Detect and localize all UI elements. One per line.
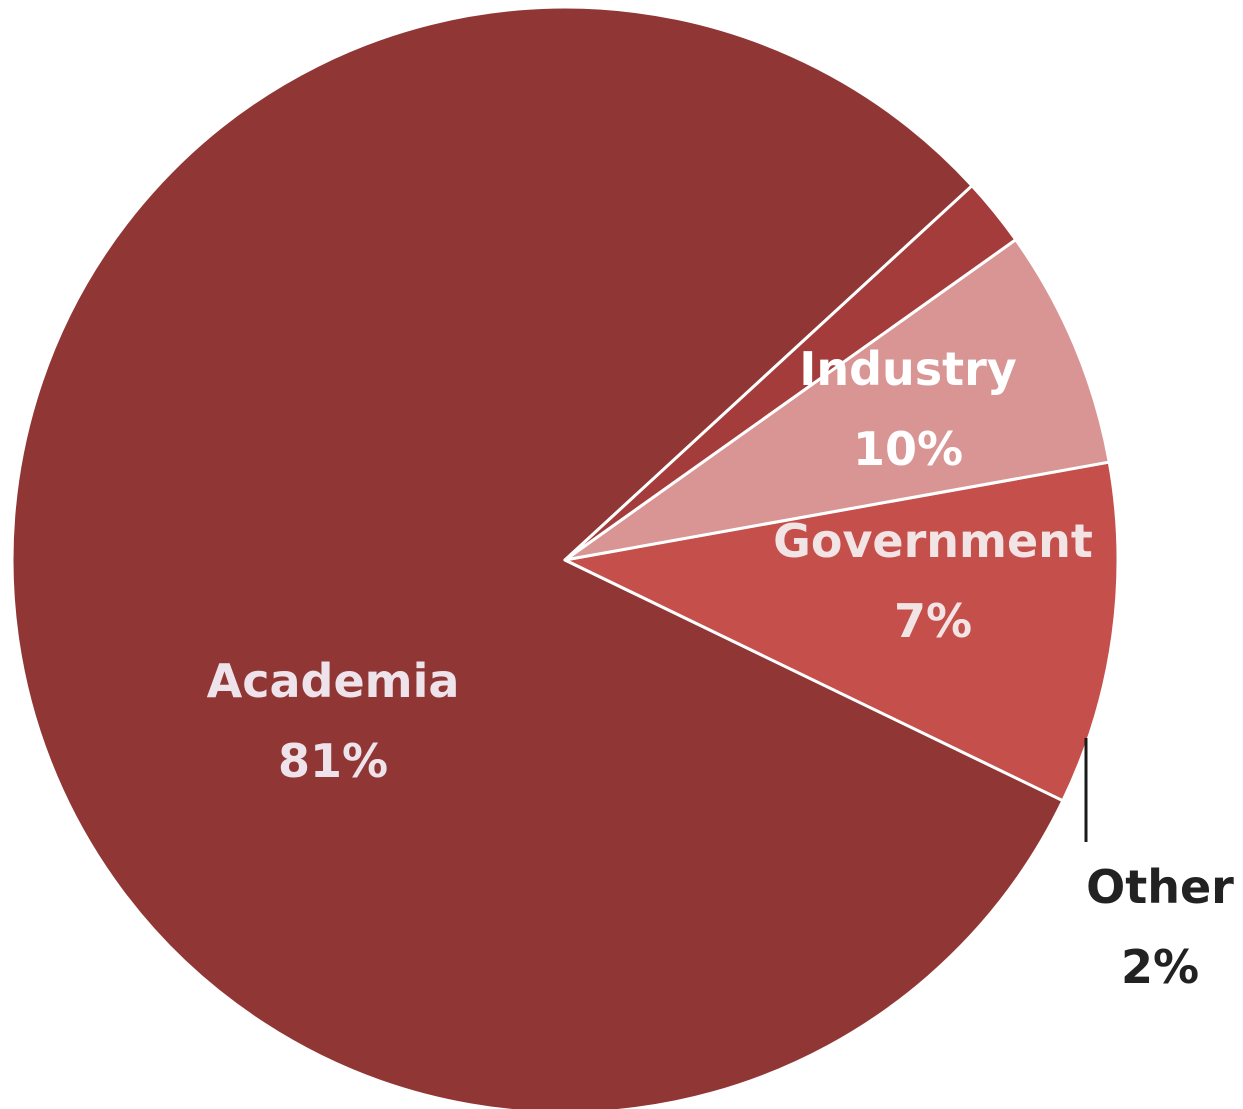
slice-label-other: Other xyxy=(1086,860,1234,914)
pie-slice-other xyxy=(563,184,1018,562)
slice-label-industry: Industry xyxy=(799,342,1017,396)
slice-value-government: 7% xyxy=(894,594,972,648)
pie-slice-academia xyxy=(10,5,1065,1109)
pie-slices xyxy=(10,5,1120,1109)
slice-label-academia: Academia xyxy=(207,654,460,708)
slice-label-government: Government xyxy=(773,514,1093,568)
slice-value-industry: 10% xyxy=(853,422,963,476)
pie-slice-government xyxy=(563,238,1111,562)
pie-slice-industry xyxy=(563,460,1120,803)
slice-value-academia: 81% xyxy=(278,734,388,788)
slice-value-other: 2% xyxy=(1121,940,1199,994)
pie-labels: Academia 81% Industry 10% Government 7% Other 2… xyxy=(207,342,1235,994)
